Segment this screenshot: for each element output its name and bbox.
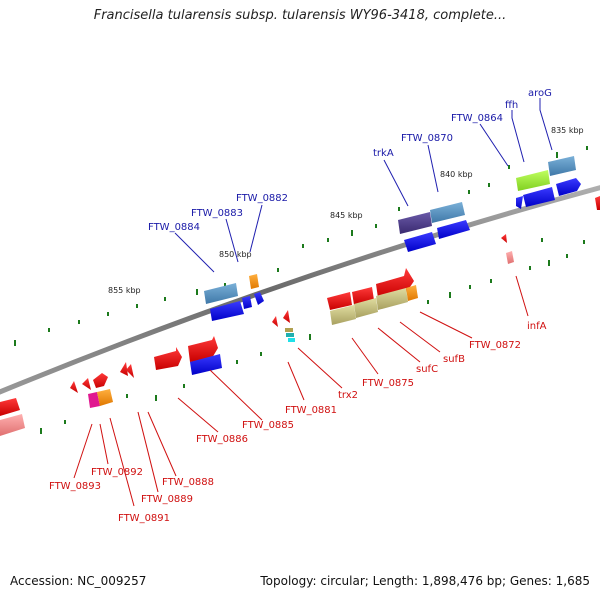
reverse-leader-lines [73,275,529,507]
gene-arrow-small-1[interactable] [516,196,523,209]
label-FTW_0885[interactable]: FTW_0885 [242,420,294,431]
forward-leader-lines [174,98,553,273]
gene-sufC[interactable] [354,298,378,318]
kbp-label-845: 845 kbp [330,211,363,220]
gene-orange-1[interactable] [249,274,259,289]
gene-block-blue-3[interactable] [404,232,436,252]
label-FTW_0889[interactable]: FTW_0889 [141,494,193,505]
gene-FTW_0888[interactable] [120,362,128,376]
kbp-label-835: 835 kbp [551,126,584,135]
gene-blue-under[interactable] [190,354,222,375]
map-title: Francisella tularensis subsp. tularensis… [93,8,507,23]
gene-trx2[interactable] [285,328,293,332]
accession-text: Accession: NC_009257 [10,574,147,588]
gene-FTW_0875[interactable] [330,305,356,325]
forward-genes [204,156,600,321]
gene-edge-pink-left[interactable] [0,414,25,436]
gene-orange-2[interactable] [406,285,418,301]
inner-tick-marks [40,238,585,434]
kbp-label-855: 855 kbp [108,286,141,295]
label-trx2[interactable]: trx2 [338,390,358,401]
gene-magenta[interactable] [88,392,100,408]
gene-FTW_0892[interactable] [82,378,91,390]
gene-FTW_0885[interactable] [188,336,218,362]
gene-FTW_0886[interactable] [154,347,182,370]
label-FTW_0888[interactable]: FTW_0888 [162,477,214,488]
outer-tick-marks [14,146,588,346]
gene-trkA[interactable] [398,212,432,234]
label-FTW_0893[interactable]: FTW_0893 [49,481,101,492]
gene-block-blue-2[interactable] [556,178,581,196]
gene-red-arrow-trx-2[interactable] [272,316,278,327]
gene-edge-red-left[interactable] [0,398,20,416]
kbp-label-840: 840 kbp [440,170,473,179]
forward-label-group: aroG ffh FTW_0864 FTW_0870 trkA FTW_0882… [148,88,552,233]
reverse-genes [0,234,514,436]
label-FTW_0870[interactable]: FTW_0870 [401,133,453,144]
gene-FTW_0893[interactable] [70,381,78,393]
gene-FTW_0881[interactable] [286,333,294,337]
kbp-label-850: 850 kbp [219,250,252,259]
label-FTW_0883[interactable]: FTW_0883 [191,208,243,219]
genome-backbone [0,185,600,395]
label-ffh[interactable]: ffh [505,100,518,111]
label-FTW_0886[interactable]: FTW_0886 [196,434,248,445]
label-sufC[interactable]: sufC [416,364,438,375]
gene-FTW_0889[interactable] [126,364,134,378]
gene-aroG[interactable] [548,156,576,176]
label-FTW_0872[interactable]: FTW_0872 [469,340,521,351]
genome-summary-text: Topology: circular; Length: 1,898,476 bp… [260,574,590,588]
gene-red-3[interactable] [327,292,352,310]
gene-block-blue-5[interactable] [210,301,244,321]
gene-sufB[interactable] [376,288,408,310]
label-FTW_0864[interactable]: FTW_0864 [451,113,503,124]
reverse-label-group: infA FTW_0872 sufB sufC FTW_0875 trx2 FT… [49,321,547,524]
gene-edge-red-right[interactable] [595,196,600,210]
label-FTW_0891[interactable]: FTW_0891 [118,513,170,524]
label-FTW_0882[interactable]: FTW_0882 [236,193,288,204]
gene-orange-3[interactable] [97,389,113,406]
gene-pink-small[interactable] [506,251,514,264]
label-FTW_0892[interactable]: FTW_0892 [91,467,143,478]
label-aroG[interactable]: aroG [528,88,552,99]
label-infA[interactable]: infA [527,321,547,332]
gene-ffh[interactable] [516,170,550,191]
gene-infA[interactable] [501,234,507,243]
label-FTW_0884[interactable]: FTW_0884 [148,222,200,233]
gene-FTW_0882[interactable] [254,292,264,305]
gene-block-blue-4[interactable] [437,220,470,239]
gene-red-arrow-trx[interactable] [283,310,290,323]
gene-FTW_0870[interactable] [430,202,465,223]
gene-FTW_0883[interactable] [242,296,252,309]
label-sufB[interactable]: sufB [443,354,465,365]
gene-FTW_0884[interactable] [204,283,238,304]
label-trkA[interactable]: trkA [373,148,394,159]
gene-block-blue-1[interactable] [523,187,555,207]
gene-cyan[interactable] [288,338,295,342]
label-FTW_0881[interactable]: FTW_0881 [285,405,337,416]
gene-FTW_0891[interactable] [93,373,108,388]
label-FTW_0875[interactable]: FTW_0875 [362,378,414,389]
